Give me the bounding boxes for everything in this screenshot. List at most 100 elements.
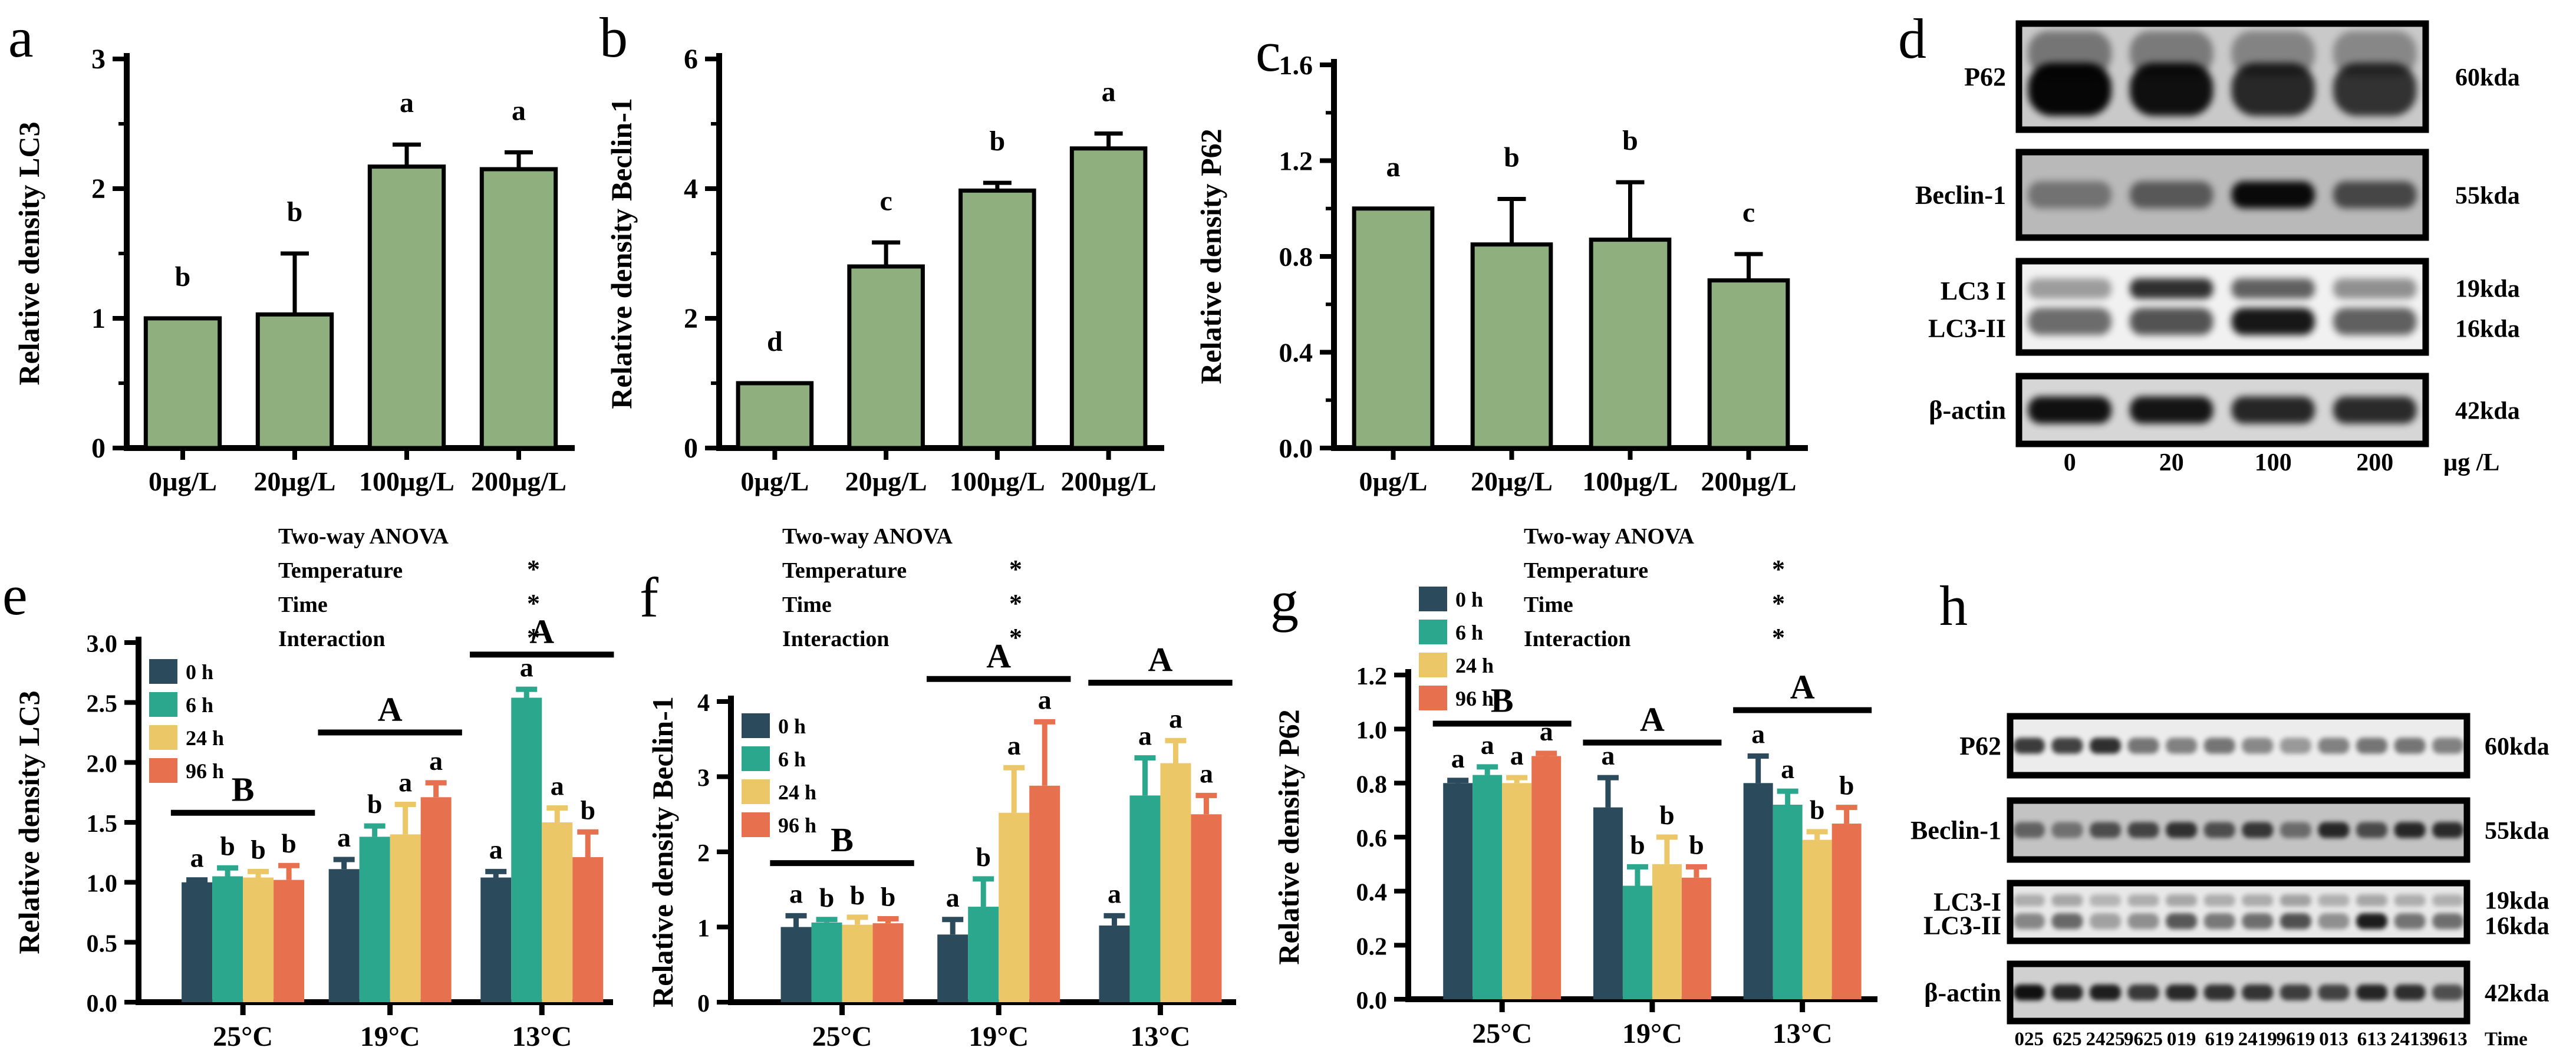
bar	[367, 164, 446, 450]
y-tick-label: 3.0	[87, 631, 118, 658]
y-tick-label: 1.5	[87, 811, 118, 838]
group-sig-letter: A	[1640, 700, 1665, 739]
blot-band	[2394, 822, 2426, 838]
blot-band	[2432, 984, 2464, 1000]
y-tick-label: 1.0	[87, 871, 118, 898]
anova-factor-label: Interaction	[782, 627, 890, 651]
blot-box	[2007, 713, 2470, 779]
y-tick-label: 0.0	[87, 990, 118, 1018]
blot-band	[2203, 894, 2235, 907]
x-category-label: 25°C	[1472, 1018, 1532, 1049]
kda-label: 60kda	[2455, 64, 2520, 91]
panel-letter-g: g	[1270, 569, 1299, 633]
y-tick-label: 4	[684, 173, 698, 205]
blot-band	[2130, 181, 2213, 209]
legend-label: 96 h	[778, 814, 816, 837]
sig-letter: b	[175, 261, 191, 292]
y-tick-label: 0.0	[1279, 433, 1313, 463]
lane-label: 625	[2053, 1029, 2082, 1050]
anova-factor-label: Temperature	[782, 558, 907, 583]
bar	[1622, 885, 1652, 999]
sig-letter: a	[489, 834, 503, 864]
bar	[958, 188, 1036, 450]
blot-band	[2089, 822, 2121, 838]
sig-letter: b	[580, 795, 595, 825]
sig-letter: a	[789, 878, 803, 908]
sig-letter: b	[281, 828, 297, 858]
y-axis-label: Relative density Beclin-1	[605, 98, 638, 409]
legend-label: 0 h	[186, 660, 213, 684]
y-tick-label: 2.0	[87, 750, 118, 778]
blot-band	[2333, 308, 2417, 335]
x-category-label: 25°C	[213, 1021, 273, 1052]
blot-band	[2242, 984, 2274, 1000]
kda-label: 16kda	[2485, 913, 2549, 940]
kda-label: 16kda	[2455, 316, 2520, 343]
x-category-label: 13°C	[1131, 1021, 1191, 1052]
sig-letter: b	[850, 880, 865, 910]
y-tick-label: 0.4	[1356, 880, 1388, 907]
blot-band	[2051, 822, 2083, 838]
blot-band	[2356, 894, 2388, 907]
panel-letter-h: h	[1939, 574, 1968, 637]
bar	[212, 876, 243, 1002]
kda-label: 42kda	[2485, 980, 2549, 1007]
anova-significance-star: *	[1772, 555, 1785, 584]
legend-label: 6 h	[186, 693, 213, 717]
blot-band	[2279, 913, 2311, 930]
y-axis-label: Relative density P62	[1272, 709, 1305, 964]
blot-box	[2007, 960, 2470, 1025]
bar	[968, 907, 999, 1002]
y-axis-label: Relative density P62	[1194, 129, 1227, 384]
panel-h: h P62 60kda Beclin-1 55kda LC3-I LC3-II 19kda 1…	[1904, 519, 2576, 1057]
blot-band	[2231, 396, 2315, 424]
y-tick-label: 1.0	[1356, 717, 1388, 745]
blot-band	[2242, 913, 2274, 930]
blot-band	[2333, 278, 2417, 299]
blot-band	[2130, 308, 2213, 335]
panel-letter-b: b	[599, 6, 628, 69]
blot-band	[2242, 894, 2274, 907]
x-category-label: 13°C	[512, 1021, 572, 1052]
bar	[1443, 783, 1473, 999]
unit-label: Time	[2485, 1029, 2528, 1050]
kda-label: 42kda	[2455, 398, 2520, 425]
chart-svg: 0 1 2 3 Relative density LC3 b 0µg/L b 20µg/L a 10…	[12, 44, 575, 496]
legend-label: 24 h	[1455, 654, 1494, 677]
sig-letter: b	[287, 196, 303, 228]
bar	[1773, 805, 1803, 999]
bar	[1099, 925, 1130, 1002]
sig-letter: a	[1169, 703, 1182, 733]
lane-label: 613	[2357, 1029, 2387, 1050]
anova-factor-label: Temperature	[1524, 558, 1648, 583]
sig-letter: b	[1689, 829, 1704, 860]
panel-g: g 0.0 0.2 0.4 0.6 0.8 1.0 1.2 Relative density …	[1260, 519, 1904, 1057]
blot-band	[2166, 894, 2198, 907]
blot-band	[2089, 894, 2121, 907]
chart-svg: 0.0 0.4 0.8 1.2 1.6 Relative density P62 a 0µg/…	[1194, 50, 1808, 496]
sig-letter: c	[879, 185, 892, 216]
group-sig-letter: A	[986, 637, 1011, 675]
blot-box	[2015, 258, 2429, 356]
kda-label: 60kda	[2485, 733, 2549, 760]
chart-svg: 0.0 0.2 0.4 0.6 0.8 1.0 1.2 Relative density P6…	[1272, 524, 1877, 1049]
sig-letter: a	[551, 771, 564, 801]
x-category-label: 0µg/L	[149, 466, 217, 496]
bar	[1831, 824, 1862, 999]
blot-band	[2013, 894, 2045, 907]
y-axis-label: Relative density LC3	[12, 121, 45, 385]
x-category-label: 19°C	[1622, 1018, 1682, 1049]
blot-band	[2333, 62, 2417, 116]
blot-row-label: P62	[1959, 732, 2001, 760]
bar	[1502, 783, 1532, 999]
blot-band	[2318, 822, 2350, 838]
blot-band	[2166, 737, 2198, 754]
x-category-label: 200µg/L	[471, 466, 566, 496]
legend-swatch	[149, 758, 177, 783]
blot-band	[2394, 737, 2426, 754]
sig-letter: a	[1481, 730, 1494, 760]
blot-row-label: LC3-II	[1928, 314, 2006, 343]
sig-letter: c	[1742, 197, 1755, 228]
blot-band	[2279, 822, 2311, 838]
anova-title: Two-way ANOVA	[782, 524, 953, 549]
